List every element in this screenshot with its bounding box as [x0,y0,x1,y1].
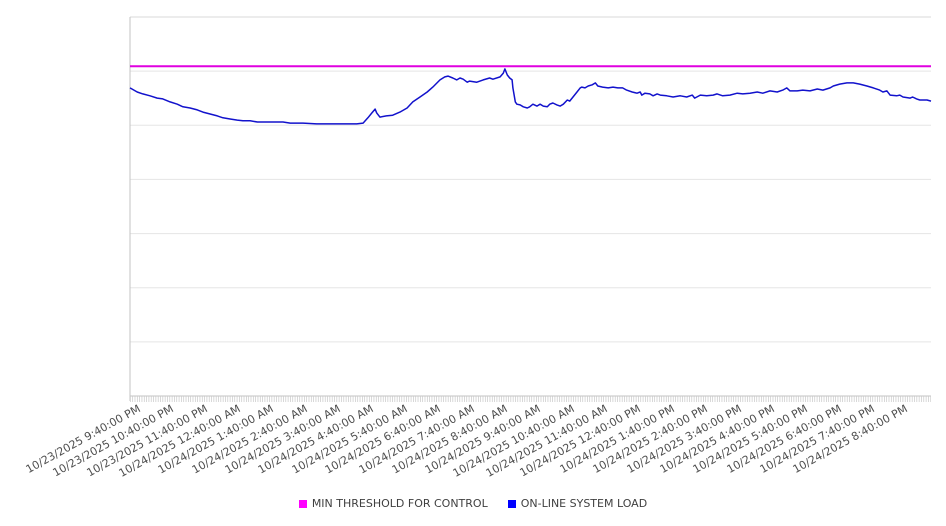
series-online-system-load-line [129,68,932,125]
legend-swatch-online-system-load-icon [507,499,516,508]
legend-item-online-system-load[interactable]: ON-LINE SYSTEM LOAD [507,497,648,510]
legend-label-min-threshold: MIN THRESHOLD FOR CONTROL [311,497,488,510]
legend-label-online-system-load: ON-LINE SYSTEM LOAD [520,497,648,510]
chart-legend: MIN THRESHOLD FOR CONTROL ON-LINE SYSTEM… [0,497,946,510]
legend-swatch-min-threshold-icon [298,499,307,508]
legend-item-min-threshold[interactable]: MIN THRESHOLD FOR CONTROL [298,497,488,510]
